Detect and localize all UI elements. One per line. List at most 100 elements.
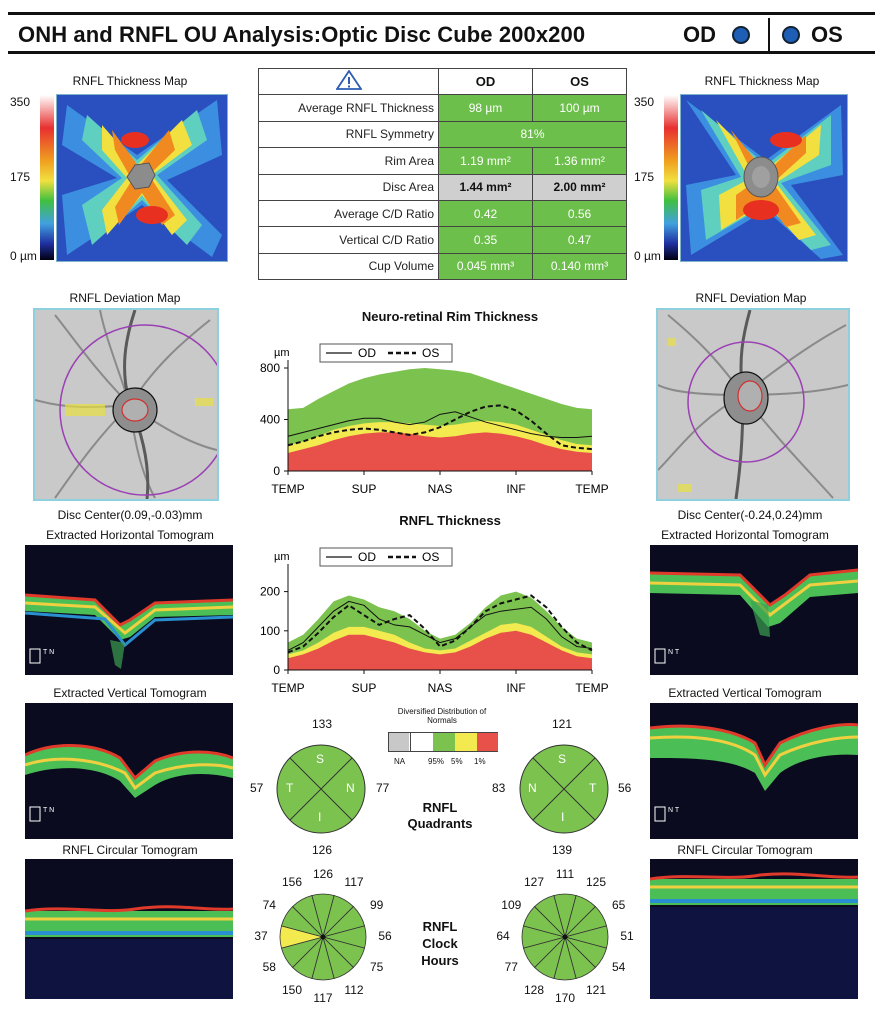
avg-rnfl-os: 100 µm — [532, 94, 627, 122]
clock-hour-value: 77 — [504, 960, 518, 974]
row-label: Disc Area — [258, 173, 439, 201]
od-circular-tomo-title: RNFL Circular Tomogram — [62, 843, 198, 857]
clock-hour-value: 37 — [254, 929, 268, 943]
x-tick-label: INF — [506, 681, 525, 695]
od-thickness-map-title: RNFL Thickness Map — [72, 74, 188, 88]
clock-hour-value: 117 — [344, 875, 364, 890]
cup-volume-os: 0.140 mm³ — [532, 252, 627, 281]
legend-label-95: 95% — [428, 757, 445, 766]
os-vertical-tomogram: N T — [650, 703, 858, 839]
x-tick-label: TEMP — [575, 482, 608, 496]
x-tick-label: TEMP — [271, 482, 304, 496]
clock-hour-value: 170 — [554, 991, 576, 1005]
legend-yellow-swatch — [455, 733, 477, 751]
od-horizontal-tomo-title: Extracted Horizontal Tomogram — [46, 528, 214, 542]
warning-cell — [258, 67, 439, 96]
legend-od-label: OD — [358, 550, 376, 564]
clock-hour-value: 125 — [585, 875, 607, 890]
od-quadrant-s-letter: S — [316, 752, 325, 766]
x-tick-label: NAS — [428, 681, 453, 695]
y-tick-label: 200 — [260, 585, 280, 599]
os-horizontal-tomogram: N T — [650, 545, 858, 675]
od-horizontal-tomogram: T N — [25, 545, 233, 675]
disc-area-od: 1.44 mm² — [438, 173, 533, 201]
os-quadrant-s-value: 121 — [552, 717, 573, 731]
os-thickness-map-title: RNFL Thickness Map — [704, 74, 820, 88]
clock-hour-value: 64 — [496, 929, 510, 943]
report-title: ONH and RNFL OU Analysis:Optic Disc Cube… — [18, 22, 586, 47]
os-label: OS — [811, 22, 843, 47]
os-eye-icon — [782, 26, 800, 44]
series-od-line — [287, 411, 593, 439]
clock-hour-value: 150 — [281, 982, 303, 997]
row-label: RNFL Symmetry — [258, 120, 439, 149]
legend-na-swatch — [389, 733, 409, 751]
od-quadrant-t-value: 57 — [250, 781, 264, 795]
x-tick-label: TEMP — [271, 681, 304, 695]
od-thickness-map — [56, 94, 228, 262]
col-od-header: OD — [438, 67, 533, 96]
normal-band-red — [288, 630, 592, 670]
vert-cd-os: 0.47 — [532, 226, 627, 254]
avg-cd-od: 0.42 — [438, 199, 533, 228]
os-scale-mid: 175 — [634, 170, 655, 184]
rim-area-os: 1.36 mm² — [532, 147, 627, 175]
os-scale-max: 350 — [634, 95, 655, 109]
clock-hour-value: 121 — [585, 982, 607, 997]
rim-thickness-chart: 800 400 0 TEMP SUP NAS INF TEMP µm OD OS — [260, 343, 609, 496]
y-tick-label: 800 — [260, 361, 280, 375]
disc-area-os: 2.00 mm² — [532, 173, 627, 201]
rnfl-thickness-chart: 200 100 0 TEMP SUP NAS INF TEMP µm OD OS — [260, 547, 609, 695]
clock-hour-value: 99 — [370, 898, 384, 912]
cup-volume-od: 0.045 mm³ — [438, 252, 533, 281]
quadrants-label: RNFL Quadrants — [395, 800, 485, 832]
row-label: Vertical C/D Ratio — [258, 226, 439, 254]
os-quadrant-chart — [519, 744, 609, 834]
clock-label-line1: RNFL — [422, 919, 458, 934]
row-label: Average RNFL Thickness — [258, 94, 439, 122]
clock-label-line2: Clock — [422, 936, 458, 951]
rim-area-od: 1.19 mm² — [438, 147, 533, 175]
clock-sector — [292, 894, 324, 939]
legend-label-1: 1% — [474, 757, 486, 766]
y-tick-label: 0 — [273, 464, 280, 478]
clock-hour-value: 75 — [370, 960, 384, 974]
series-os-line — [287, 404, 593, 451]
distribution-legend-title: Diversified Distribution of Normals — [397, 707, 487, 725]
clock-sector — [534, 894, 566, 939]
os-disc-center: Disc Center(-0.24,0.24)mm — [677, 508, 823, 522]
clock-hour-value: 74 — [262, 898, 276, 912]
od-clock-chart — [279, 893, 367, 981]
os-v-orientation: N T — [668, 807, 680, 814]
od-label: OD — [683, 22, 716, 47]
series-os-line — [287, 594, 593, 654]
od-vertical-tomogram: T N — [25, 703, 233, 839]
os-h-orientation: N T — [668, 649, 680, 656]
clock-hour-value: 126 — [312, 867, 334, 881]
col-os-header: OS — [532, 67, 627, 96]
avg-rnfl-od: 98 µm — [438, 94, 533, 122]
row-label: Cup Volume — [258, 252, 439, 281]
od-scale-mid: 175 — [10, 170, 31, 184]
od-quadrant-i-letter: I — [318, 810, 322, 824]
clock-label-line3: Hours — [421, 953, 459, 968]
metrics-table: OD OS Average RNFL Thickness 98 µm 100 µ… — [258, 67, 627, 281]
od-deviation-title: RNFL Deviation Map — [69, 291, 181, 305]
avg-cd-os: 0.56 — [532, 199, 627, 228]
normal-band-red — [288, 432, 592, 471]
rim-chart-title: Neuro-retinal Rim Thickness — [361, 309, 539, 324]
report-header: ONH and RNFL OU Analysis:Optic Disc Cube… — [8, 12, 875, 54]
rnfl-symmetry-value: 81% — [438, 120, 627, 149]
header-divider — [768, 18, 770, 52]
os-clock-chart — [521, 893, 609, 981]
os-quadrant-i-value: 139 — [552, 843, 573, 857]
os-scale-min: 0 µm — [634, 249, 661, 263]
od-quadrant-n-value: 77 — [376, 781, 390, 795]
x-tick-label: SUP — [352, 681, 377, 695]
legend-label-na: NA — [394, 757, 406, 766]
row-label: Average C/D Ratio — [258, 199, 439, 228]
os-quadrant-n-letter: N — [528, 781, 537, 795]
y-tick-label: 100 — [260, 624, 280, 638]
clock-center-dot — [320, 934, 326, 940]
clock-hour-value: 112 — [344, 982, 364, 997]
